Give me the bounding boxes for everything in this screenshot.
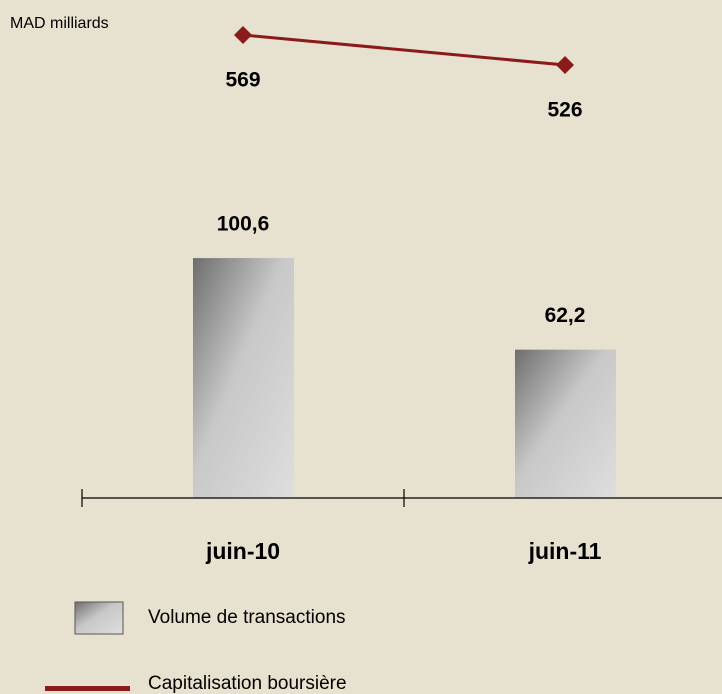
data-label: 569 [225, 69, 260, 92]
legend-label: Volume de transactions [148, 607, 346, 628]
line-marker [556, 55, 574, 74]
line [242, 33, 566, 67]
x-tick-label: juin-10 [205, 538, 280, 564]
legend-label: Capitalisation boursière [148, 673, 347, 694]
data-label: 100,6 [217, 213, 270, 236]
axis-label: MAD milliards [10, 15, 109, 32]
line-marker [234, 25, 252, 44]
bar [193, 258, 294, 498]
data-label: 62,2 [545, 304, 586, 327]
legend-swatch [45, 686, 130, 691]
x-tick-label: juin-11 [528, 538, 602, 564]
bar [515, 349, 616, 498]
data-label: 526 [547, 99, 582, 122]
legend-swatch [74, 601, 124, 635]
